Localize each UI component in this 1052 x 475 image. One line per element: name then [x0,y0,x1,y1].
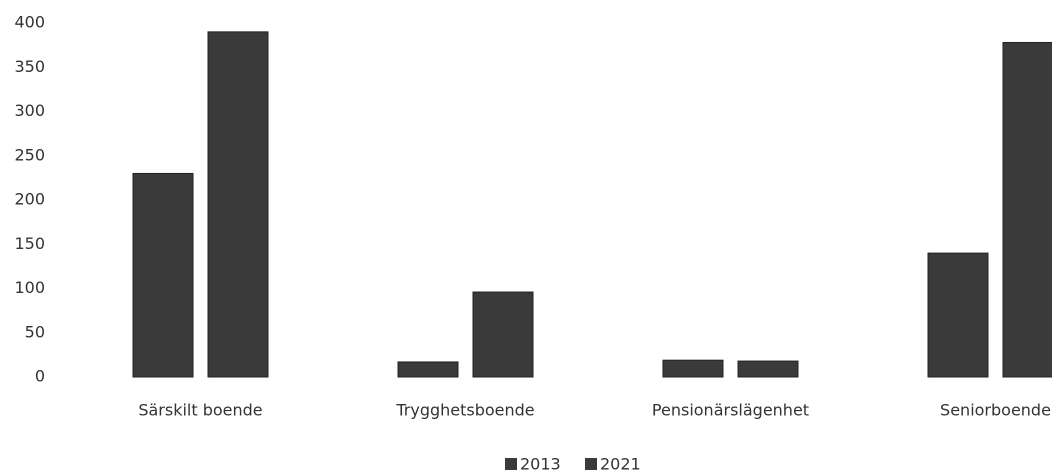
bar [927,252,989,378]
x-tick-label: Trygghetsboende [395,401,534,420]
x-tick-label: Pensionärslägenhet [652,401,809,420]
y-tick-label: 200 [14,190,45,209]
legend-label: 2021 [600,455,641,474]
y-tick-label: 50 [25,322,45,341]
y-tick-label: 0 [35,367,45,386]
bar [472,291,534,378]
y-tick-label: 350 [14,57,45,76]
bar [397,361,459,378]
y-tick-label: 300 [14,101,45,120]
y-tick-label: 100 [14,278,45,297]
x-tick-label: Särskilt boende [138,401,262,420]
legend-label: 2013 [520,455,561,474]
x-tick-label: Seniorboende [940,401,1051,420]
legend-swatch [505,458,517,470]
bar [662,359,724,378]
bar [1002,41,1052,378]
y-tick-label: 400 [14,13,45,32]
legend-swatch [585,458,597,470]
bar [737,360,799,378]
y-tick-label: 150 [14,234,45,253]
bar [207,31,269,378]
y-tick-label: 250 [14,145,45,164]
bar [132,172,194,378]
